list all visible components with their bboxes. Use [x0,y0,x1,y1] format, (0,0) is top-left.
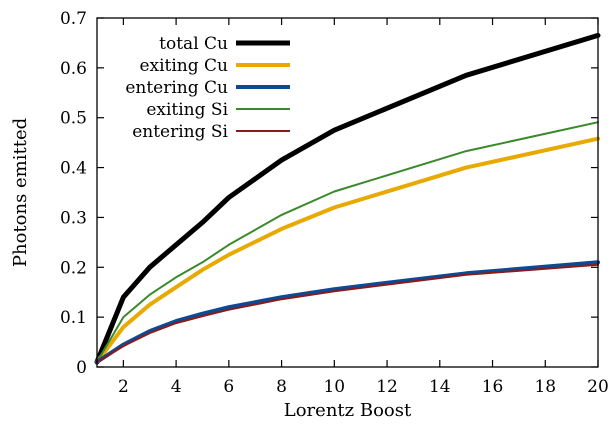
y-tick-label: 0.7 [60,9,87,29]
series-line-entering-cu [95,260,600,364]
x-axis-label: Lorentz Boost [284,400,412,421]
series-line-entering-si [96,263,599,363]
x-tick-label: 18 [534,377,556,397]
series-line-exiting-si [96,121,599,363]
x-tick-label: 4 [171,377,182,397]
y-tick-label: 0 [76,358,87,378]
x-tick-label: 14 [429,377,451,397]
legend-label: entering Cu [125,78,228,98]
y-tick-label: 0.1 [60,308,87,328]
y-tick-label: 0.4 [60,159,87,179]
x-tick-label: 16 [482,377,504,397]
series-line-exiting-cu [95,136,600,364]
tick-layer: 2 4 6 8 10 12 14 16 18 20 0 0.1 0.2 0.3 0.4 0.5 0.6 0.7 [60,9,609,397]
y-tick-label: 0.3 [60,208,87,228]
plot-frame [96,17,599,368]
series-layer [94,32,601,365]
legend-label: exiting Si [146,100,228,120]
x-tick-label: 20 [587,377,609,397]
y-tick-label: 0.5 [60,109,87,129]
legend-label: exiting Cu [139,56,228,76]
x-tick-label: 8 [276,377,287,397]
x-tick-label: 12 [376,377,398,397]
x-tick-label: 10 [323,377,345,397]
legend-label: entering Si [132,122,228,142]
series-line-total-cu [94,32,601,365]
y-tick-label: 0.2 [60,258,87,278]
y-axis-label: Photons emitted [10,118,31,267]
y-tick-label: 0.6 [60,59,87,79]
x-tick-label: 2 [118,377,129,397]
legend-label: total Cu [159,34,228,54]
x-tick-label: 6 [223,377,234,397]
